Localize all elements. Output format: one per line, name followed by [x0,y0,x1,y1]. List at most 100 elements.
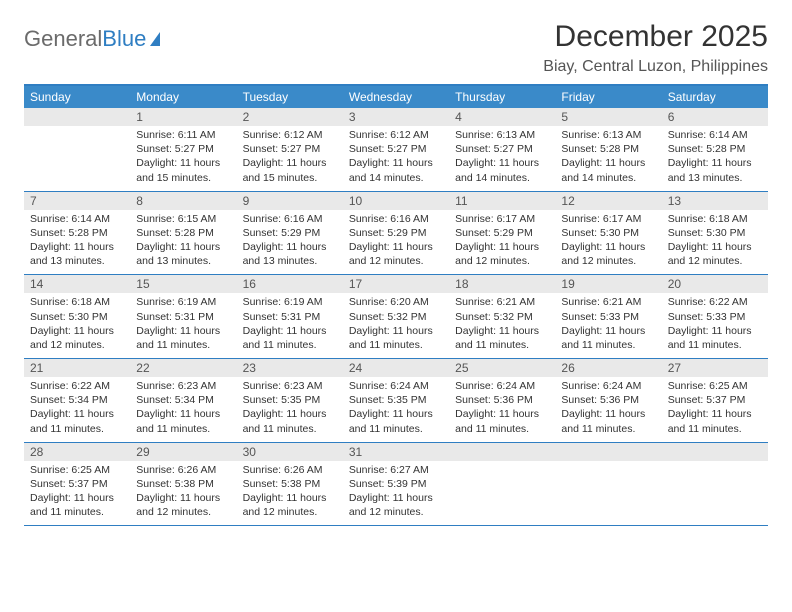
sunset-text: Sunset: 5:29 PM [455,226,549,240]
daylight-text: Daylight: 11 hours and 13 minutes. [243,240,337,268]
sunset-text: Sunset: 5:27 PM [349,142,443,156]
day-number: 27 [662,359,768,377]
dow-fri: Friday [555,86,661,108]
day-body: Sunrise: 6:11 AMSunset: 5:27 PMDaylight:… [130,126,236,191]
day-number: 8 [130,192,236,210]
sunset-text: Sunset: 5:34 PM [30,393,124,407]
day-body: Sunrise: 6:13 AMSunset: 5:28 PMDaylight:… [555,126,661,191]
day-cell: 12Sunrise: 6:17 AMSunset: 5:30 PMDayligh… [555,192,661,275]
day-number: 15 [130,275,236,293]
week-row: 7Sunrise: 6:14 AMSunset: 5:28 PMDaylight… [24,192,768,276]
day-cell: 10Sunrise: 6:16 AMSunset: 5:29 PMDayligh… [343,192,449,275]
sunset-text: Sunset: 5:30 PM [561,226,655,240]
daylight-text: Daylight: 11 hours and 12 minutes. [561,240,655,268]
day-body: Sunrise: 6:24 AMSunset: 5:35 PMDaylight:… [343,377,449,442]
week-row: 14Sunrise: 6:18 AMSunset: 5:30 PMDayligh… [24,275,768,359]
sunrise-text: Sunrise: 6:26 AM [136,463,230,477]
day-body: Sunrise: 6:23 AMSunset: 5:35 PMDaylight:… [237,377,343,442]
day-cell: 9Sunrise: 6:16 AMSunset: 5:29 PMDaylight… [237,192,343,275]
day-cell: 13Sunrise: 6:18 AMSunset: 5:30 PMDayligh… [662,192,768,275]
daylight-text: Daylight: 11 hours and 12 minutes. [349,491,443,519]
day-number: 21 [24,359,130,377]
day-cell [555,443,661,526]
location-label: Biay, Central Luzon, Philippines [543,58,768,76]
day-body [555,461,661,469]
day-number: 13 [662,192,768,210]
day-number: 9 [237,192,343,210]
daylight-text: Daylight: 11 hours and 11 minutes. [136,324,230,352]
sunrise-text: Sunrise: 6:22 AM [668,295,762,309]
sunrise-text: Sunrise: 6:17 AM [561,212,655,226]
logo-text: GeneralBlue [24,26,146,52]
triangle-icon [150,32,160,46]
day-number: 26 [555,359,661,377]
daylight-text: Daylight: 11 hours and 12 minutes. [668,240,762,268]
day-body: Sunrise: 6:27 AMSunset: 5:39 PMDaylight:… [343,461,449,526]
dow-sat: Saturday [662,86,768,108]
sunrise-text: Sunrise: 6:11 AM [136,128,230,142]
sunrise-text: Sunrise: 6:20 AM [349,295,443,309]
sunrise-text: Sunrise: 6:27 AM [349,463,443,477]
daylight-text: Daylight: 11 hours and 14 minutes. [349,156,443,184]
day-number [24,108,130,126]
day-cell: 7Sunrise: 6:14 AMSunset: 5:28 PMDaylight… [24,192,130,275]
day-body [662,461,768,469]
day-cell: 24Sunrise: 6:24 AMSunset: 5:35 PMDayligh… [343,359,449,442]
sunset-text: Sunset: 5:36 PM [455,393,549,407]
day-body: Sunrise: 6:12 AMSunset: 5:27 PMDaylight:… [343,126,449,191]
sunrise-text: Sunrise: 6:18 AM [668,212,762,226]
sunrise-text: Sunrise: 6:19 AM [243,295,337,309]
sunset-text: Sunset: 5:29 PM [349,226,443,240]
daylight-text: Daylight: 11 hours and 11 minutes. [349,324,443,352]
day-cell [24,108,130,191]
sunrise-text: Sunrise: 6:24 AM [455,379,549,393]
sunrise-text: Sunrise: 6:19 AM [136,295,230,309]
daylight-text: Daylight: 11 hours and 11 minutes. [561,324,655,352]
sunrise-text: Sunrise: 6:14 AM [668,128,762,142]
sunrise-text: Sunrise: 6:21 AM [561,295,655,309]
day-body: Sunrise: 6:22 AMSunset: 5:33 PMDaylight:… [662,293,768,358]
day-number [555,443,661,461]
weeks-container: 1Sunrise: 6:11 AMSunset: 5:27 PMDaylight… [24,108,768,526]
day-number: 3 [343,108,449,126]
day-cell: 16Sunrise: 6:19 AMSunset: 5:31 PMDayligh… [237,275,343,358]
day-number: 1 [130,108,236,126]
daylight-text: Daylight: 11 hours and 13 minutes. [136,240,230,268]
title-block: December 2025 Biay, Central Luzon, Phili… [543,20,768,76]
day-number: 31 [343,443,449,461]
day-body [24,126,130,134]
dow-thu: Thursday [449,86,555,108]
day-body: Sunrise: 6:16 AMSunset: 5:29 PMDaylight:… [343,210,449,275]
daylight-text: Daylight: 11 hours and 11 minutes. [455,324,549,352]
day-body: Sunrise: 6:14 AMSunset: 5:28 PMDaylight:… [24,210,130,275]
daylight-text: Daylight: 11 hours and 12 minutes. [136,491,230,519]
day-body: Sunrise: 6:23 AMSunset: 5:34 PMDaylight:… [130,377,236,442]
day-body: Sunrise: 6:22 AMSunset: 5:34 PMDaylight:… [24,377,130,442]
day-number [662,443,768,461]
sunset-text: Sunset: 5:27 PM [243,142,337,156]
day-body: Sunrise: 6:18 AMSunset: 5:30 PMDaylight:… [662,210,768,275]
day-body: Sunrise: 6:20 AMSunset: 5:32 PMDaylight:… [343,293,449,358]
day-number: 6 [662,108,768,126]
daylight-text: Daylight: 11 hours and 11 minutes. [668,324,762,352]
day-number: 2 [237,108,343,126]
day-cell: 22Sunrise: 6:23 AMSunset: 5:34 PMDayligh… [130,359,236,442]
day-body: Sunrise: 6:13 AMSunset: 5:27 PMDaylight:… [449,126,555,191]
day-body: Sunrise: 6:21 AMSunset: 5:32 PMDaylight:… [449,293,555,358]
day-cell: 20Sunrise: 6:22 AMSunset: 5:33 PMDayligh… [662,275,768,358]
day-body: Sunrise: 6:26 AMSunset: 5:38 PMDaylight:… [130,461,236,526]
sunset-text: Sunset: 5:38 PM [243,477,337,491]
day-body: Sunrise: 6:19 AMSunset: 5:31 PMDaylight:… [130,293,236,358]
daylight-text: Daylight: 11 hours and 11 minutes. [136,407,230,435]
day-cell: 14Sunrise: 6:18 AMSunset: 5:30 PMDayligh… [24,275,130,358]
daylight-text: Daylight: 11 hours and 11 minutes. [243,324,337,352]
day-body: Sunrise: 6:24 AMSunset: 5:36 PMDaylight:… [449,377,555,442]
sunrise-text: Sunrise: 6:12 AM [243,128,337,142]
sunrise-text: Sunrise: 6:13 AM [455,128,549,142]
day-number: 5 [555,108,661,126]
sunset-text: Sunset: 5:37 PM [668,393,762,407]
day-cell: 8Sunrise: 6:15 AMSunset: 5:28 PMDaylight… [130,192,236,275]
daylight-text: Daylight: 11 hours and 14 minutes. [455,156,549,184]
daylight-text: Daylight: 11 hours and 15 minutes. [243,156,337,184]
sunrise-text: Sunrise: 6:22 AM [30,379,124,393]
